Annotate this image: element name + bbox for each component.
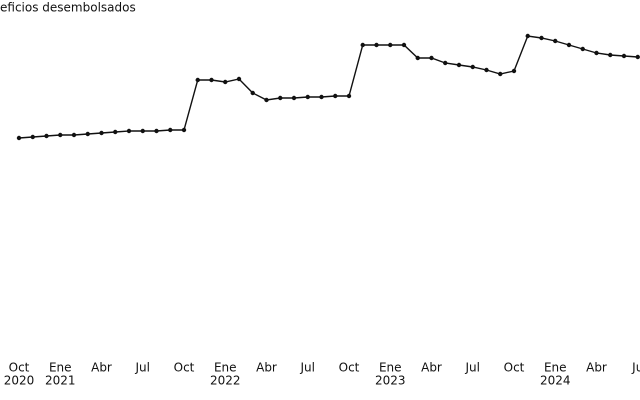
x-tick-label: Abr: [91, 361, 112, 375]
data-point: [278, 95, 283, 101]
data-point: [236, 76, 242, 82]
data-point: [360, 42, 365, 48]
data-point: [456, 62, 462, 68]
data-point: [498, 71, 503, 77]
data-point: [264, 97, 269, 103]
data-point: [99, 130, 104, 136]
x-year-label: 2023: [375, 374, 406, 388]
data-point: [484, 67, 489, 73]
data-point: [470, 64, 475, 70]
x-tick-label: Oct: [174, 361, 195, 375]
data-point: [443, 60, 448, 66]
x-tick-label: Ene: [379, 361, 402, 375]
data-point: [16, 135, 22, 141]
data-point: [44, 133, 49, 139]
data-point: [209, 77, 214, 83]
data-point: [181, 127, 187, 133]
x-tick-label: Oct: [339, 361, 360, 375]
x-tick-label: Jul: [465, 361, 480, 375]
data-point: [594, 50, 599, 56]
x-tick-label: Ene: [214, 361, 237, 375]
data-point: [333, 93, 338, 99]
x-year-label: 2022: [210, 374, 241, 388]
data-point: [415, 55, 420, 61]
data-point: [250, 90, 255, 96]
data-point: [566, 42, 572, 48]
data-point: [580, 46, 585, 52]
data-point: [195, 77, 200, 83]
x-tick-label: Abr: [586, 361, 607, 375]
data-point: [621, 53, 627, 59]
x-year-label: 2024: [540, 374, 571, 388]
data-point: [525, 33, 530, 39]
data-point: [346, 93, 352, 99]
x-year-label: 2021: [45, 374, 76, 388]
data-point: [154, 128, 159, 134]
x-tick-label: Oct: [504, 361, 525, 375]
data-point: [374, 42, 379, 48]
data-point: [30, 134, 35, 140]
data-point: [608, 52, 613, 58]
data-point: [401, 42, 407, 48]
data-point: [553, 38, 558, 44]
x-tick-label: Ju: [631, 361, 640, 375]
data-point: [539, 35, 544, 41]
data-point: [71, 132, 77, 138]
x-tick-label: Abr: [421, 361, 442, 375]
data-point: [305, 94, 310, 100]
data-line: [18, 35, 638, 139]
data-point: [113, 129, 118, 135]
x-tick-label: Ene: [49, 361, 72, 375]
x-tick-label: Ene: [544, 361, 567, 375]
x-tick-label: Jul: [300, 361, 315, 375]
x-tick-label: Oct: [9, 361, 30, 375]
data-point: [140, 128, 145, 134]
x-year-label: 2020: [4, 374, 35, 388]
data-point: [635, 54, 640, 60]
data-point: [85, 131, 90, 137]
data-point: [388, 42, 393, 48]
data-point: [511, 68, 517, 74]
x-tick-label: Abr: [256, 361, 277, 375]
data-point: [319, 94, 324, 100]
data-point: [291, 95, 297, 101]
data-point: [58, 132, 63, 138]
data-point: [223, 79, 228, 85]
data-point: [429, 55, 434, 61]
data-point: [126, 128, 132, 134]
x-tick-label: Jul: [135, 361, 150, 375]
chart-title: eficios desembolsados: [0, 1, 136, 15]
data-point: [168, 127, 173, 133]
